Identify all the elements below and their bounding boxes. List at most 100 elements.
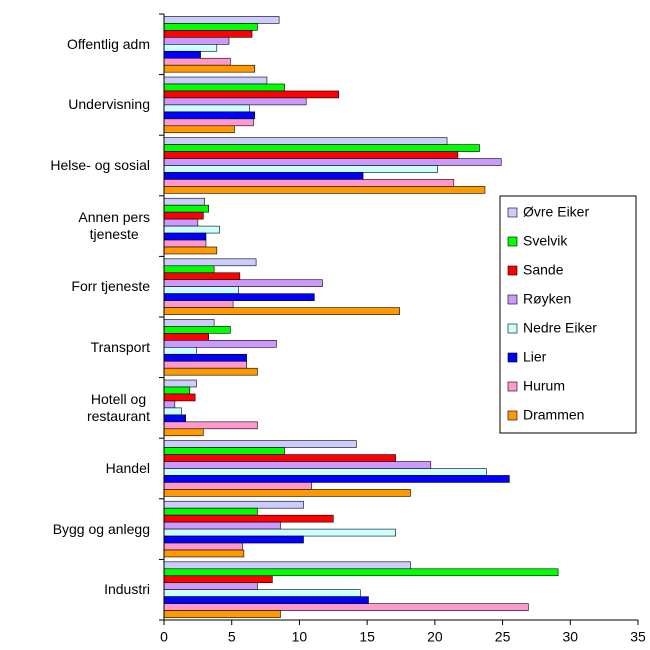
x-tick-label: 20 (427, 629, 443, 645)
bar (163, 16, 280, 24)
bar (163, 111, 256, 120)
bar (163, 57, 231, 66)
bar (163, 393, 196, 402)
bar (163, 589, 361, 597)
bar (163, 440, 357, 448)
bar (163, 414, 186, 423)
bar (163, 300, 234, 308)
bar (163, 379, 197, 388)
y-tick-label: Hotell og restaurant (0, 378, 150, 439)
bar (163, 326, 231, 334)
bar (163, 561, 411, 570)
bar (163, 400, 176, 409)
bar (163, 165, 438, 173)
legend-swatch (507, 352, 518, 363)
legend-label: Røyken (523, 291, 571, 307)
bar (163, 118, 254, 127)
legend-label: Lier (523, 349, 547, 365)
legend-label: Svelvik (523, 233, 568, 249)
bar (163, 603, 529, 611)
bar (163, 137, 448, 145)
bar (163, 186, 486, 194)
legend-swatch (507, 381, 518, 392)
bar (163, 346, 197, 355)
bar (163, 125, 235, 134)
bar (163, 514, 334, 523)
legend-label: Øvre Eiker (523, 204, 589, 220)
category-text: Helse- og sosial (50, 156, 150, 173)
category-text: Forr tjeneste (71, 278, 150, 295)
bar (163, 43, 218, 52)
legend-swatch (507, 265, 518, 276)
bar (163, 461, 432, 469)
bar (163, 225, 220, 234)
bar (163, 542, 243, 551)
legend-label: Hurum (523, 378, 565, 394)
y-tick-label: Handel (0, 438, 150, 499)
bar (163, 454, 396, 462)
legend-label: Nedre Eiker (523, 320, 597, 336)
bar (163, 468, 487, 476)
bar (163, 151, 459, 159)
bar (163, 211, 204, 220)
category-text: Bygg og anlegg (52, 520, 150, 537)
bar (163, 489, 411, 497)
bar (163, 30, 253, 38)
bar (163, 340, 277, 348)
bar (163, 239, 207, 248)
x-tick-label: 5 (228, 629, 236, 645)
bar (163, 333, 209, 341)
bar (163, 76, 268, 85)
bar (163, 500, 304, 509)
bar (163, 179, 455, 187)
category-text: Handel (105, 459, 150, 476)
legend-swatch (507, 323, 518, 334)
bar (163, 447, 285, 455)
bar (163, 575, 273, 584)
bar (163, 353, 247, 362)
bar (163, 367, 258, 376)
legend-swatch (507, 236, 518, 247)
legend-swatch (507, 294, 518, 305)
category-text: Offentlig adm (66, 35, 150, 52)
bar (163, 549, 245, 558)
bar (163, 596, 369, 604)
bar (163, 104, 250, 113)
y-tick-label: Undervisning (0, 75, 150, 136)
bar (163, 272, 241, 281)
y-tick-label: Offentlig adm (0, 14, 150, 75)
bar (163, 83, 285, 92)
legend-label: Drammen (523, 407, 584, 423)
bar (163, 90, 340, 99)
y-tick-label: Transport (0, 317, 150, 378)
bar (163, 286, 239, 294)
bar (163, 97, 307, 106)
bar (163, 535, 304, 544)
bar (163, 258, 257, 267)
bar (163, 521, 281, 530)
bar (163, 528, 396, 537)
x-tick-label: 25 (495, 629, 511, 645)
bar (163, 360, 247, 369)
bar (163, 144, 480, 152)
category-text: Industri (104, 581, 150, 598)
legend-swatch (507, 207, 518, 218)
bar (163, 218, 199, 227)
y-tick-label: Forr tjeneste (0, 256, 150, 317)
bar (163, 279, 323, 287)
category-text: Hotell og restaurant (86, 390, 150, 424)
bar (163, 37, 230, 45)
bar (163, 265, 215, 274)
bar (163, 421, 258, 430)
x-tick-label: 15 (359, 629, 375, 645)
bar (163, 307, 400, 315)
bar (163, 204, 209, 213)
bar (163, 582, 258, 591)
bar (163, 232, 207, 241)
bar (163, 23, 258, 31)
category-text: Annen pers tjeneste (78, 209, 150, 243)
bar (163, 50, 201, 59)
bar (163, 507, 258, 516)
